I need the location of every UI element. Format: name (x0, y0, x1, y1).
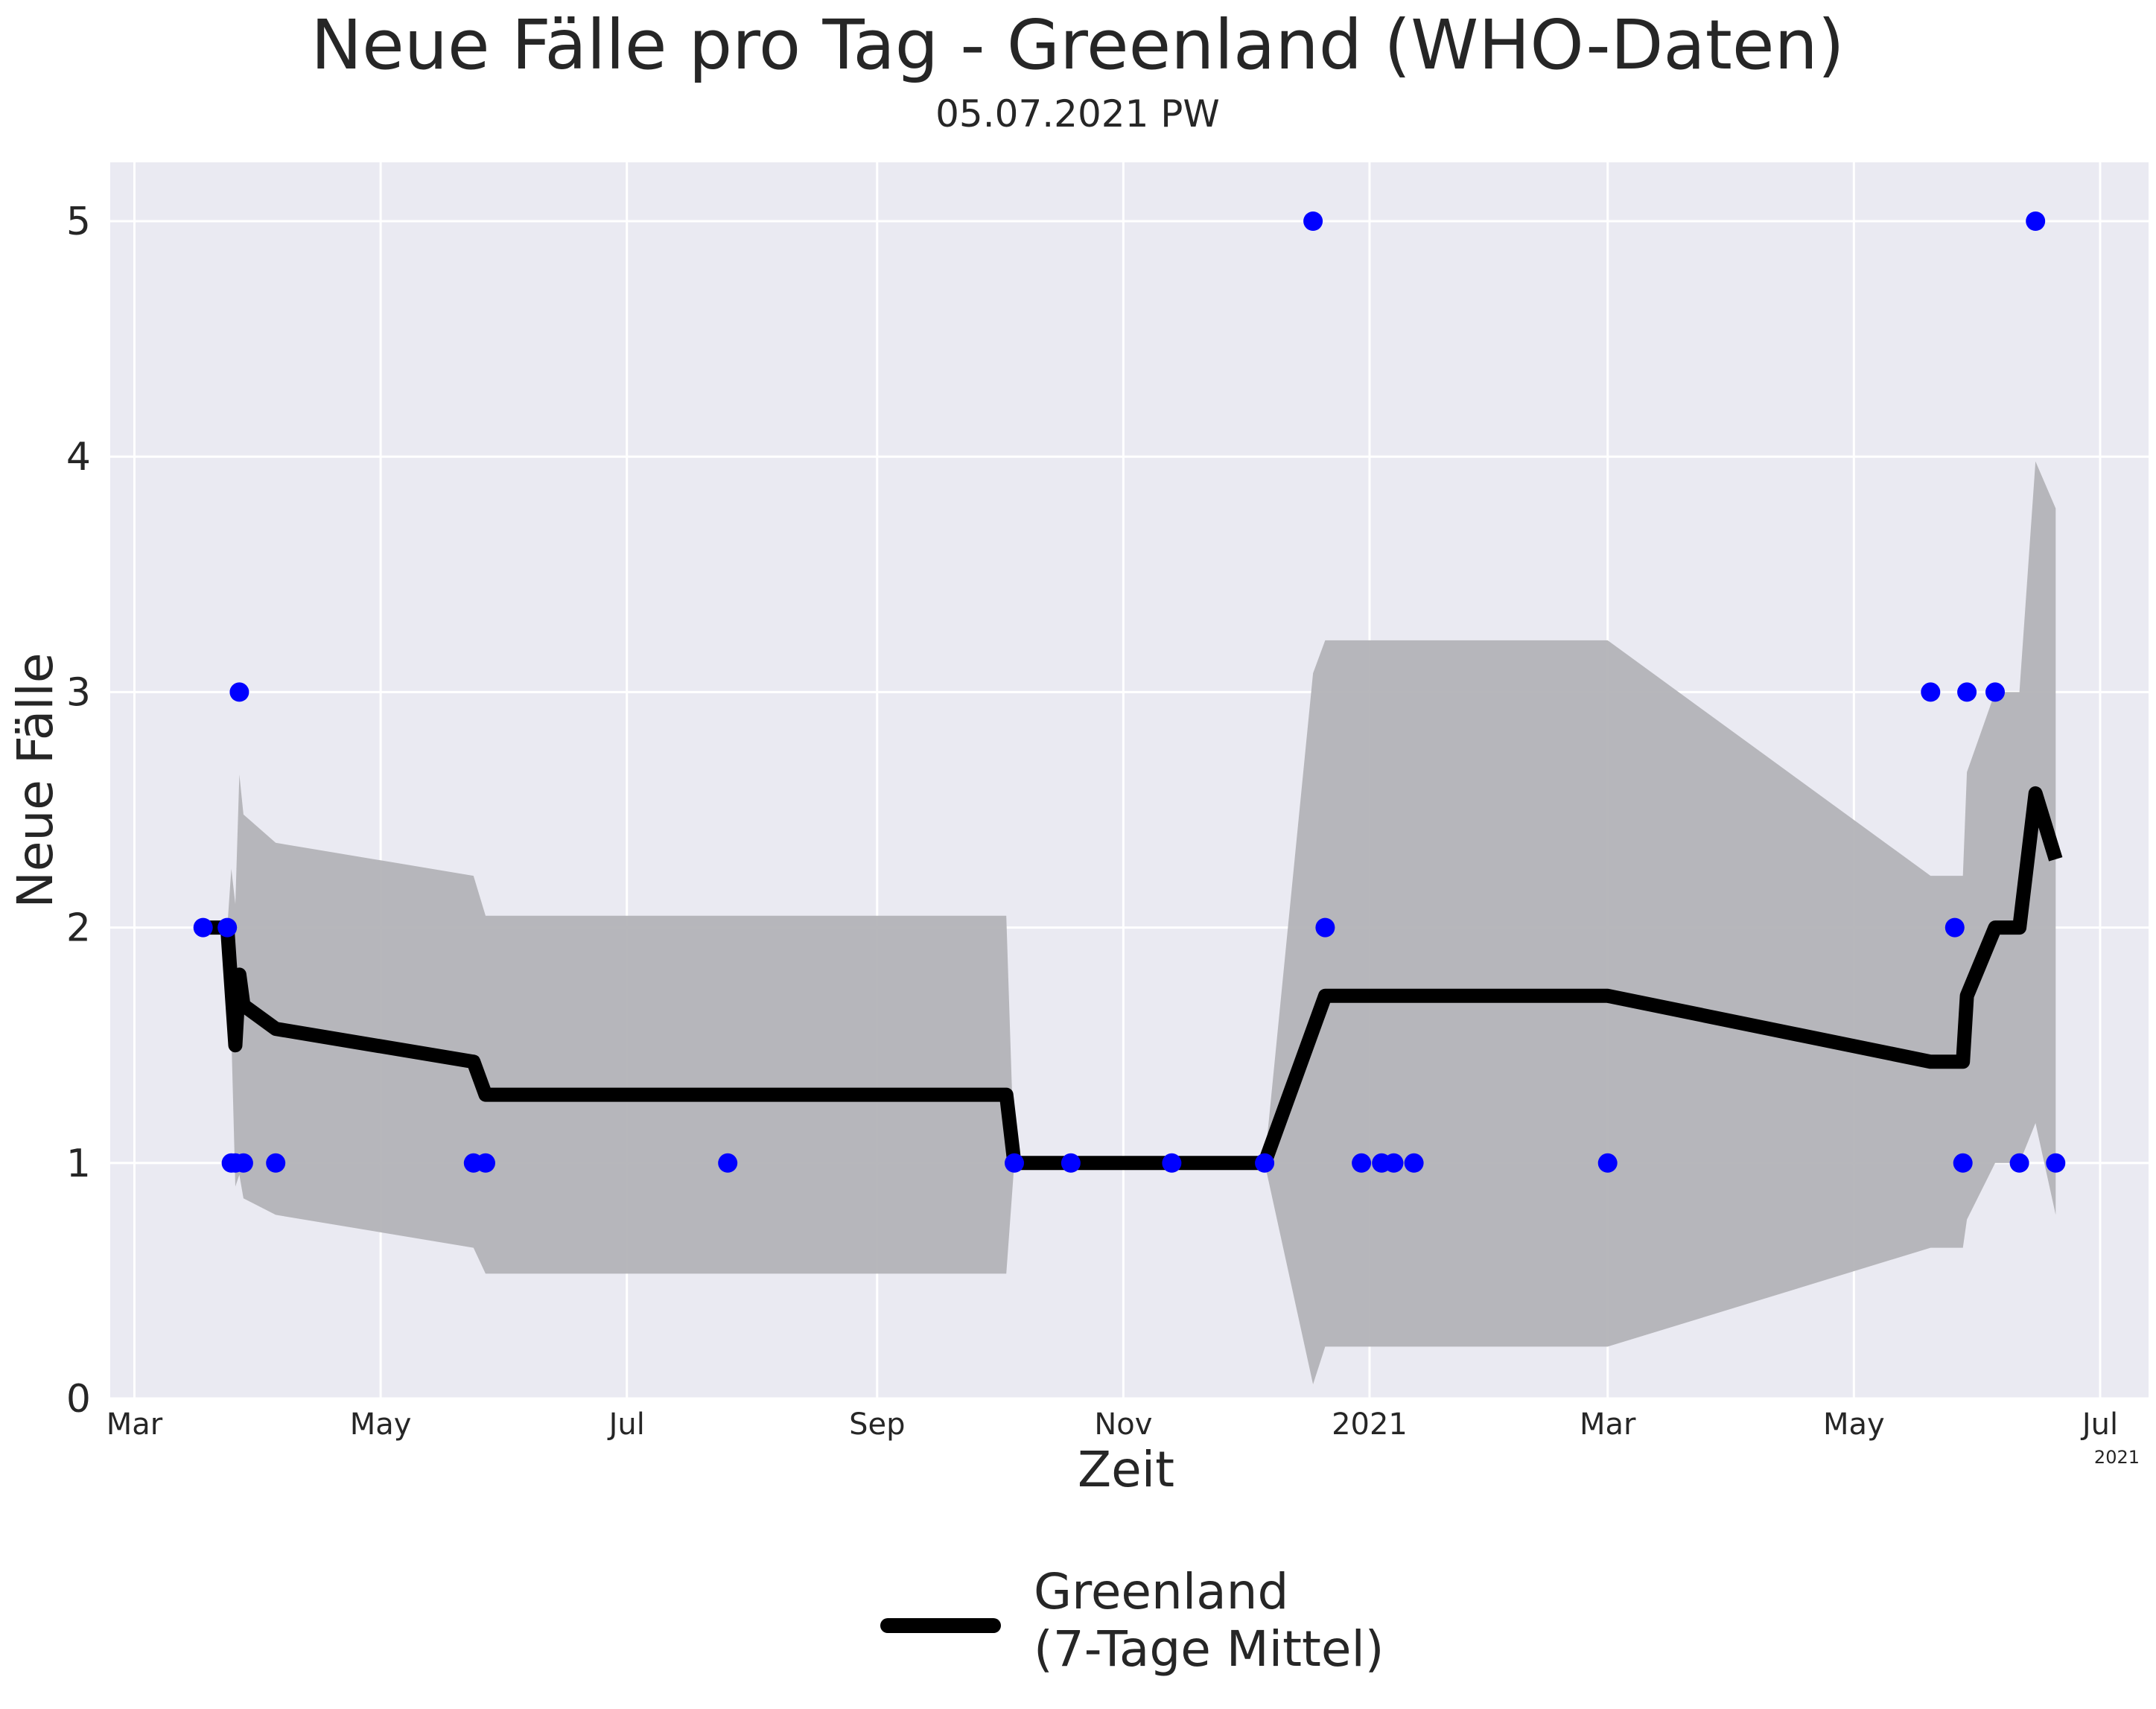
data-point (2026, 211, 2046, 231)
data-point (1303, 211, 1323, 231)
legend-label-line1: Greenland (1034, 1563, 1288, 1620)
x-tick-label: May (350, 1407, 412, 1442)
range-band-area (227, 461, 2056, 1384)
x-tick-label: Jul (2080, 1407, 2118, 1442)
data-point (1162, 1153, 1182, 1173)
y-tick-label: 1 (66, 1142, 91, 1186)
data-point (229, 682, 249, 702)
range-band (227, 461, 2056, 1384)
data-point (1005, 1153, 1024, 1173)
data-point (1597, 1153, 1618, 1173)
y-axis-label: Neue Fälle (7, 652, 64, 908)
y-tick-label: 5 (66, 200, 91, 244)
x-tick-label: May (1823, 1407, 1885, 1442)
y-tick-label: 4 (66, 435, 91, 480)
x-tick-label: Nov (1094, 1407, 1152, 1442)
data-point (1957, 682, 1977, 702)
data-point (266, 1153, 286, 1173)
x-tick-labels: Mar May Jul Sep Nov 2021 Mar May Jul (106, 1407, 2118, 1442)
data-point (1921, 682, 1941, 702)
y-tick-label: 0 (66, 1377, 91, 1422)
x-axis-label: Zeit (1078, 1441, 1174, 1498)
x-tick-label: Sep (849, 1407, 905, 1442)
data-point (1384, 1153, 1404, 1173)
legend-label-line2: (7-Tage Mittel) (1034, 1620, 1384, 1678)
y-tick-labels: 0 1 2 3 4 5 (66, 200, 91, 1422)
data-point (1944, 917, 1965, 938)
data-point (476, 1153, 495, 1173)
scatter-points (193, 211, 2066, 1173)
y-tick-label: 2 (66, 906, 91, 951)
data-point (1315, 917, 1335, 938)
data-point (1985, 682, 2005, 702)
data-point (1404, 1153, 1424, 1173)
x-tick-label: 2021 (1332, 1407, 1408, 1442)
x-tick-label: Mar (106, 1407, 163, 1442)
data-point (1352, 1153, 1372, 1173)
data-point (2046, 1153, 2066, 1173)
data-point (1060, 1153, 1081, 1173)
data-point (217, 917, 238, 938)
data-point (193, 917, 213, 938)
chart-subtitle: 05.07.2021 PW (935, 92, 1220, 136)
x-axis-offset-label: 2021 (2094, 1447, 2140, 1468)
y-tick-label: 3 (66, 670, 91, 715)
data-point (1953, 1153, 1973, 1173)
data-point (233, 1153, 253, 1173)
x-tick-label: Mar (1580, 1407, 1636, 1442)
mean-line-layer (203, 786, 2063, 1171)
data-point (718, 1153, 738, 1173)
x-tick-label: Jul (607, 1407, 645, 1442)
mean-line-greenland (203, 786, 2063, 1171)
legend: Greenland (7-Tage Mittel) (880, 1563, 1384, 1678)
chart-title: Neue Fälle pro Tag - Greenland (WHO-Date… (311, 5, 1844, 85)
data-point (1255, 1153, 1275, 1173)
data-point (2009, 1153, 2029, 1173)
